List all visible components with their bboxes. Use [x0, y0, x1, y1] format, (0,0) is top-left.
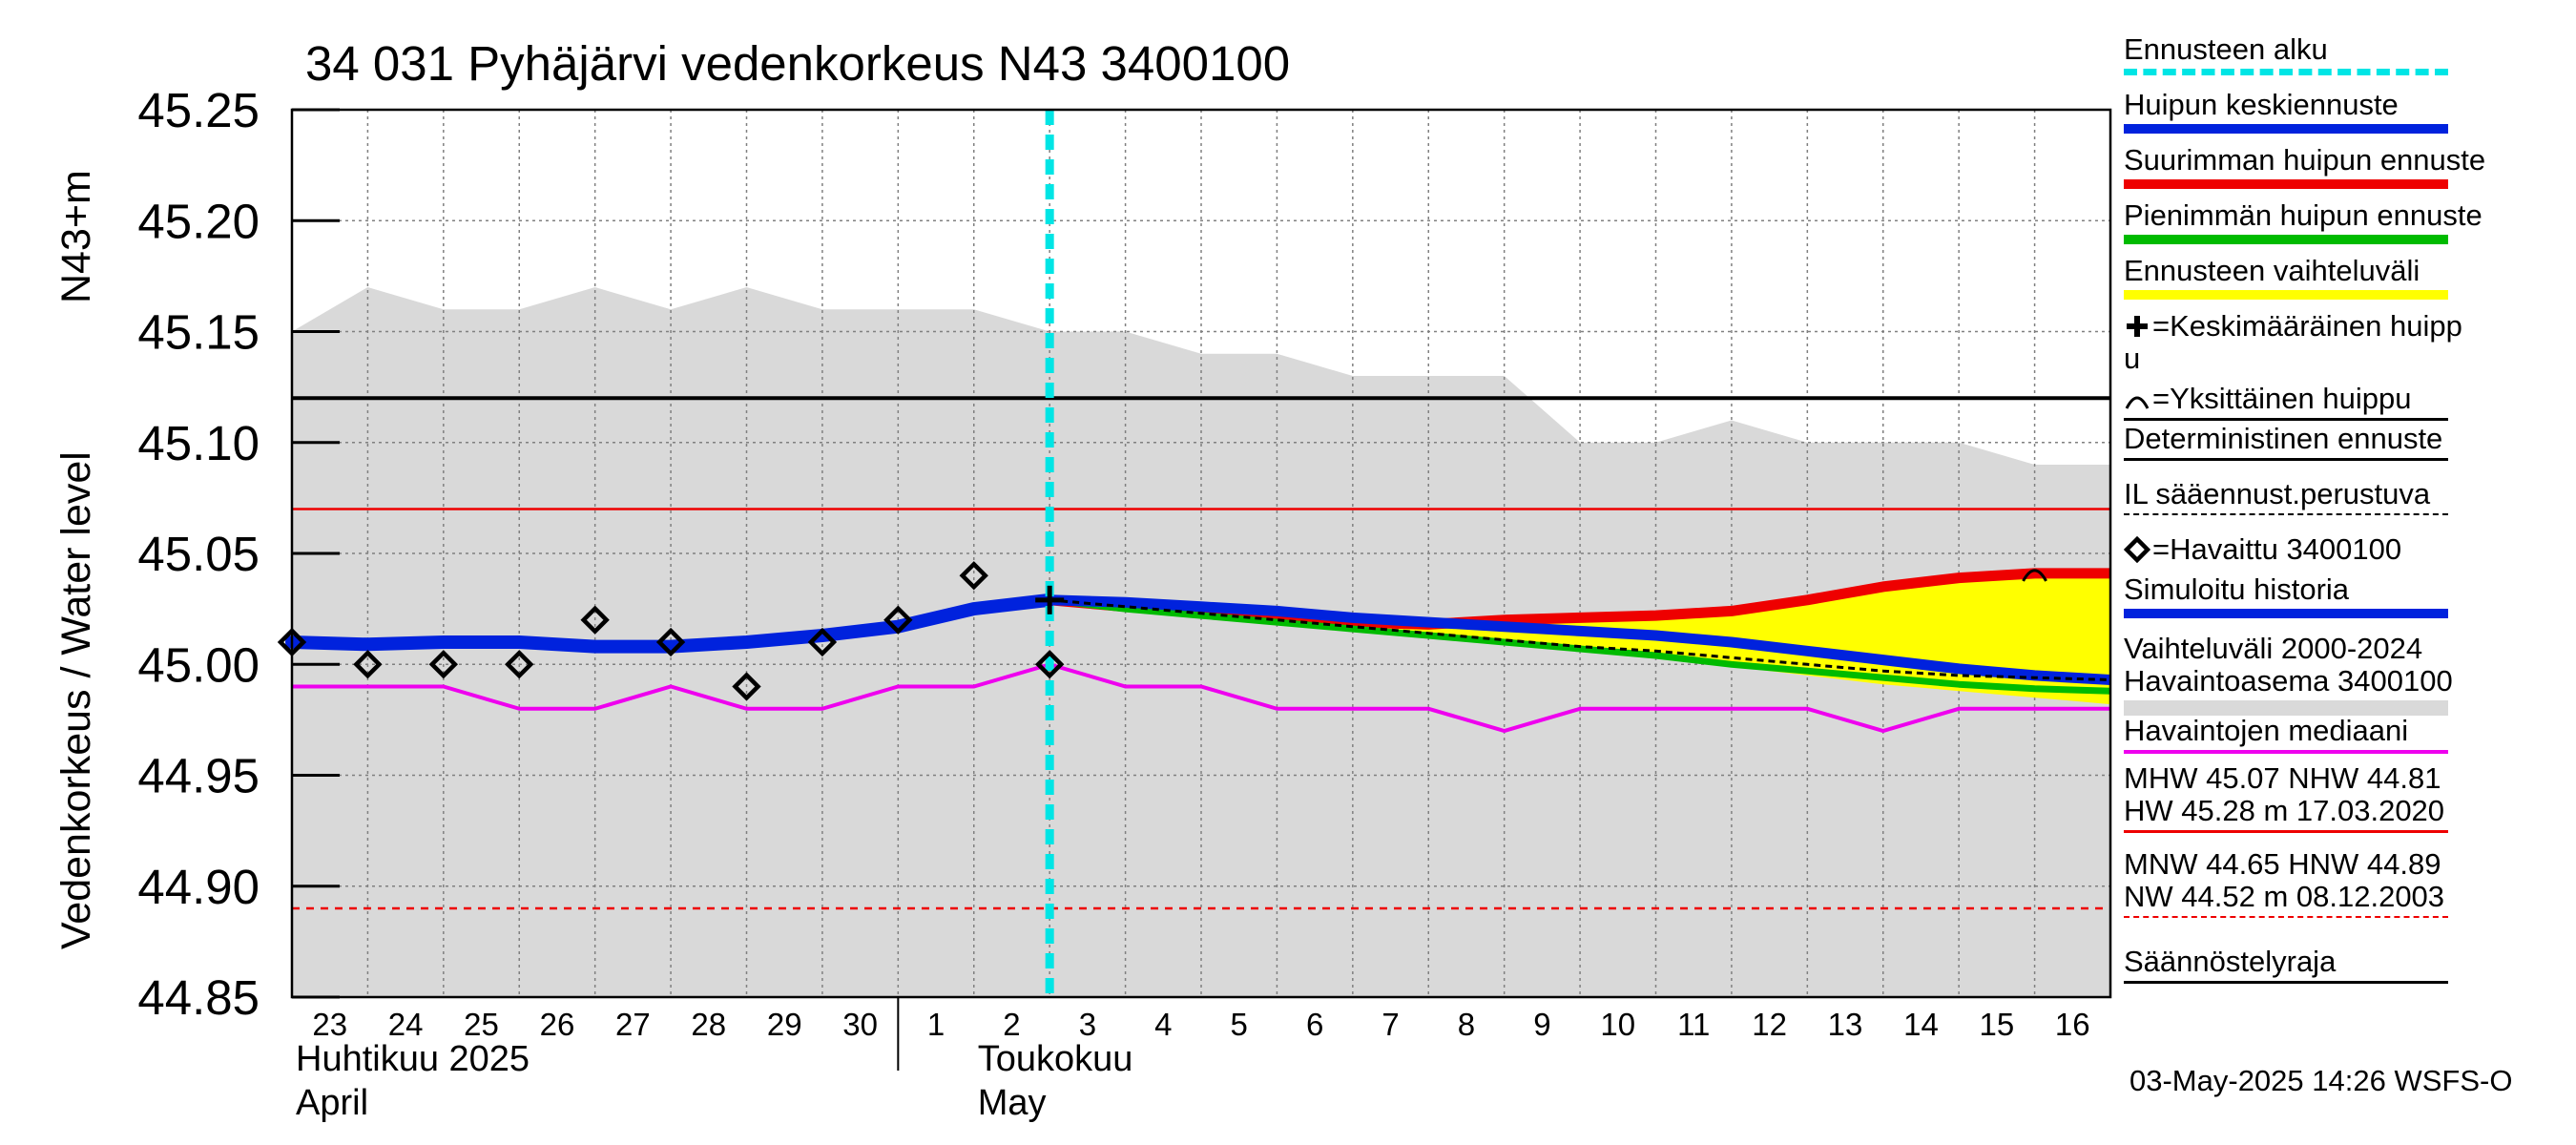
x-tick-label: 24	[388, 1007, 424, 1042]
month-label-fi: Huhtikuu 2025	[296, 1039, 530, 1079]
legend-swatch	[2124, 916, 2448, 918]
legend-label: =Yksittäinen huippu	[2152, 382, 2412, 415]
legend-swatch	[2124, 981, 2448, 984]
y-tick-label: 44.95	[137, 749, 260, 803]
observed-point	[505, 650, 534, 679]
x-tick-label: 3	[1079, 1007, 1096, 1042]
single-peak-marker	[2022, 569, 2047, 582]
diamond-icon	[2124, 536, 2150, 563]
deterministic-forecast-line	[1049, 598, 2111, 681]
legend-label: IL sääennust.perustuva	[2124, 477, 2431, 510]
legend-label-line2: HW 45.28 m 17.03.2020	[2124, 794, 2445, 827]
legend-swatch	[2124, 69, 2448, 75]
forecast-mean-line	[1049, 594, 2111, 685]
legend-label: Vaihteluväli 2000-2024	[2124, 632, 2423, 665]
legend-label: MNW 44.65 HNW 44.89	[2124, 847, 2441, 881]
observed-point	[428, 650, 459, 679]
legend-swatch	[2124, 179, 2448, 189]
chart-title: 34 031 Pyhäjärvi vedenkorkeus N43 340010…	[305, 36, 1290, 91]
x-tick-label: 14	[1903, 1007, 1939, 1042]
legend-swatch	[2124, 609, 2448, 618]
x-tick-label: 12	[1752, 1007, 1787, 1042]
legend-label: MHW 45.07 NHW 44.81	[2124, 761, 2441, 795]
legend-swatch	[2124, 830, 2448, 833]
y-axis-unit: N43+m	[53, 170, 99, 303]
legend-label: Huipun keskiennuste	[2124, 88, 2399, 121]
y-tick-label: 45.20	[137, 194, 260, 248]
legend-label: Säännöstelyraja	[2124, 945, 2337, 978]
x-tick-label: 27	[615, 1007, 651, 1042]
observed-point	[353, 650, 383, 679]
x-tick-label: 11	[1677, 1007, 1710, 1042]
y-tick-label: 45.15	[137, 305, 260, 360]
legend-label-line2: Havaintoasema 3400100	[2124, 664, 2453, 697]
y-tick-label: 44.85	[137, 970, 260, 1025]
y-axis-label: Vedenkorkeus / Water level	[53, 451, 99, 949]
observed-point	[807, 627, 838, 657]
legend-label: Deterministinen ennuste	[2124, 422, 2443, 455]
x-tick-label: 16	[2055, 1007, 2090, 1042]
month-label-fi: Toukokuu	[978, 1039, 1133, 1079]
x-tick-label: 6	[1306, 1007, 1323, 1042]
observed-point	[959, 561, 988, 591]
x-tick-label: 13	[1828, 1007, 1863, 1042]
legend-label: Havaintojen mediaani	[2124, 714, 2409, 747]
x-tick-label: 9	[1533, 1007, 1550, 1042]
y-tick-label: 45.10	[137, 416, 260, 470]
y-tick-label: 45.00	[137, 637, 260, 692]
legend-label: Ennusteen alku	[2124, 32, 2328, 66]
footer-timestamp: 03-May-2025 14:26 WSFS-O	[2129, 1064, 2512, 1097]
legend-swatch	[2124, 235, 2448, 244]
legend-label-line2: NW 44.52 m 08.12.2003	[2124, 880, 2445, 913]
y-tick-label: 45.05	[137, 527, 260, 581]
simulated-history-line	[285, 593, 1057, 654]
observed-point	[580, 605, 610, 635]
legend-label: =Keskimääräinen huipp	[2152, 309, 2462, 343]
observed-point	[732, 672, 761, 701]
observed-point	[1034, 650, 1065, 679]
month-label-en: May	[978, 1083, 1047, 1123]
y-tick-label: 45.25	[137, 83, 260, 137]
legend-label: =Havaittu 3400100	[2152, 532, 2402, 566]
observed-point	[655, 627, 686, 657]
x-tick-label: 23	[312, 1007, 347, 1042]
legend-swatch	[2124, 124, 2448, 134]
month-label-en: April	[296, 1083, 368, 1123]
arc-icon	[2125, 396, 2150, 409]
x-tick-label: 5	[1231, 1007, 1248, 1042]
x-tick-label: 1	[927, 1007, 945, 1042]
observed-point	[883, 605, 913, 635]
legend-swatch	[2124, 458, 2448, 461]
x-tick-label: 10	[1600, 1007, 1635, 1042]
legend-swatch	[2124, 750, 2448, 754]
legend-swatch	[2124, 513, 2448, 515]
legend-label-line2: u	[2124, 342, 2141, 375]
median-line	[292, 662, 2110, 734]
legend-label: Simuloitu historia	[2124, 572, 2350, 606]
y-tick-label: 44.90	[137, 860, 260, 914]
legend-label: Pienimmän huipun ennuste	[2124, 198, 2483, 232]
x-tick-label: 15	[1980, 1007, 2015, 1042]
x-tick-label: 4	[1154, 1007, 1172, 1042]
x-tick-label: 28	[691, 1007, 726, 1042]
x-tick-label: 8	[1458, 1007, 1475, 1042]
x-tick-label: 2	[1003, 1007, 1020, 1042]
x-tick-label: 29	[767, 1007, 802, 1042]
plus-icon	[2127, 316, 2148, 337]
legend-label: Suurimman huipun ennuste	[2124, 143, 2486, 177]
x-tick-label: 25	[464, 1007, 499, 1042]
forecast-min-line	[1049, 596, 2111, 695]
legend-label: Ennusteen vaihteluväli	[2124, 254, 2420, 287]
x-tick-label: 30	[842, 1007, 878, 1042]
legend-swatch	[2124, 290, 2448, 300]
x-tick-label: 26	[540, 1007, 575, 1042]
legend-swatch	[2124, 700, 2448, 716]
x-tick-label: 7	[1381, 1007, 1399, 1042]
legend-swatch	[2124, 418, 2448, 421]
